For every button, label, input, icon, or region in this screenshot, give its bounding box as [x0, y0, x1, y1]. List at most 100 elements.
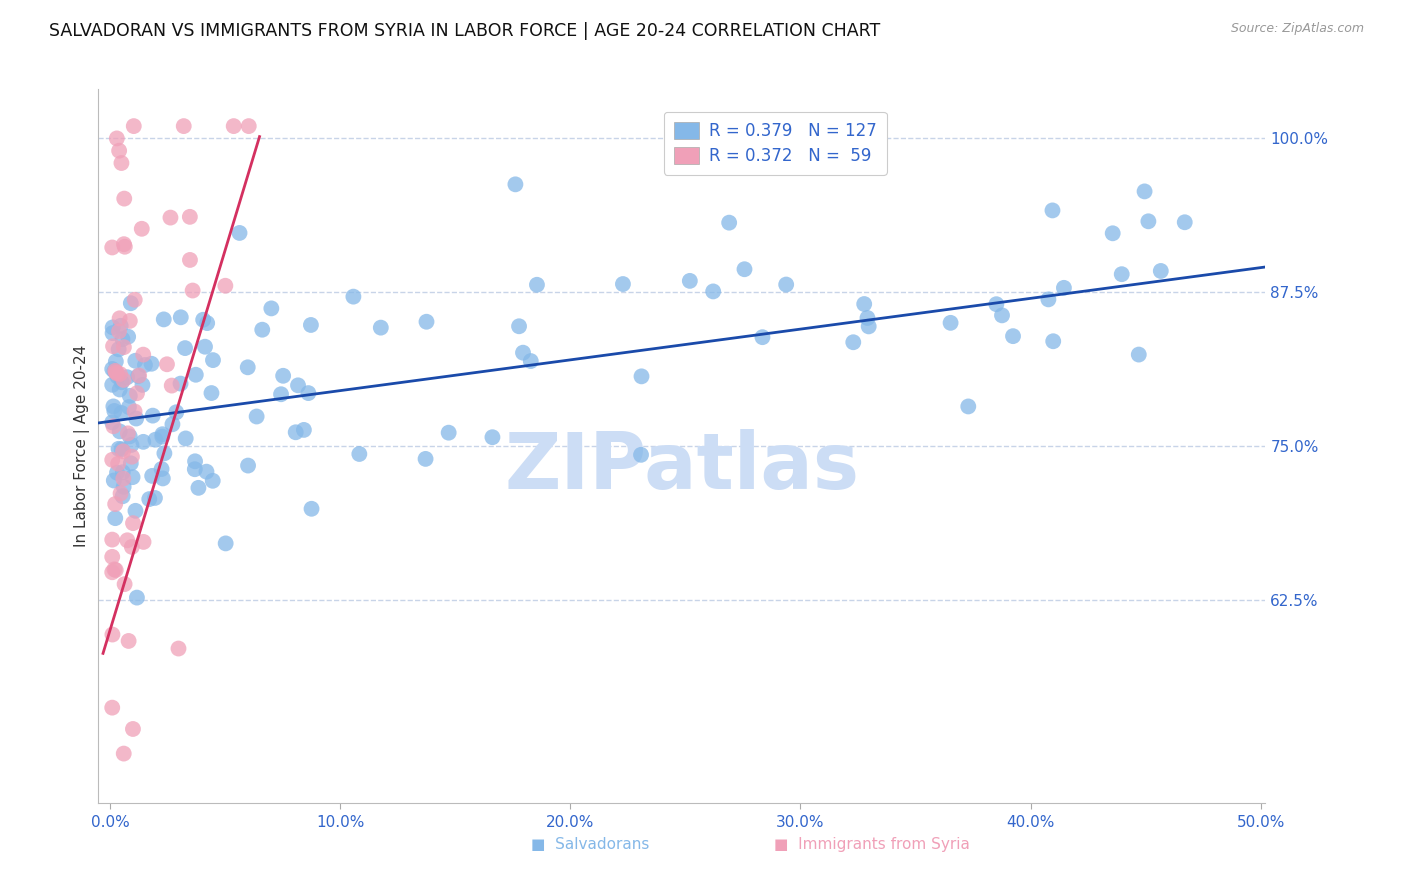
Point	[236, 458, 259, 473]
Point	[174, 432, 197, 446]
Point	[195, 465, 218, 479]
Point	[110, 406, 132, 420]
Point	[120, 296, 142, 310]
Point	[111, 332, 134, 346]
Point	[167, 641, 190, 656]
Point	[134, 358, 156, 372]
Y-axis label: In Labor Force | Age 20-24: In Labor Force | Age 20-24	[75, 345, 90, 547]
Point	[124, 353, 146, 368]
Point	[152, 427, 174, 442]
Point	[121, 540, 143, 554]
Point	[179, 252, 201, 267]
Point	[121, 450, 143, 464]
Point	[108, 144, 131, 158]
Point	[143, 491, 166, 505]
Point	[101, 240, 124, 254]
Point	[1174, 215, 1197, 229]
Point	[104, 497, 127, 511]
Point	[114, 240, 136, 254]
Point	[679, 274, 702, 288]
Point	[252, 323, 274, 337]
Point	[118, 389, 141, 403]
Point	[101, 627, 124, 641]
Point	[108, 325, 131, 339]
Point	[145, 433, 167, 447]
Point	[284, 425, 307, 440]
Point	[505, 178, 527, 192]
Point	[108, 425, 131, 439]
Point	[508, 319, 530, 334]
Point	[297, 386, 319, 401]
Point	[299, 318, 322, 332]
Point	[184, 462, 207, 476]
Point	[132, 434, 155, 449]
Point	[481, 430, 503, 444]
Point	[842, 335, 865, 350]
Point	[630, 448, 652, 462]
Point	[121, 470, 143, 484]
Point	[184, 454, 207, 468]
Point	[236, 360, 259, 375]
Legend: R = 0.379   N = 127, R = 0.372   N =  59: R = 0.379 N = 127, R = 0.372 N = 59	[664, 112, 887, 175]
Point	[104, 364, 127, 378]
Point	[112, 444, 135, 458]
Point	[110, 442, 132, 457]
Point	[103, 404, 125, 418]
Point	[107, 369, 129, 384]
Point	[228, 226, 250, 240]
Point	[165, 405, 187, 419]
Point	[193, 312, 215, 326]
Point	[187, 481, 209, 495]
Text: ■  Salvadorans: ■ Salvadorans	[531, 837, 650, 852]
Point	[170, 310, 193, 325]
Point	[111, 376, 134, 390]
Point	[124, 404, 146, 418]
Point	[117, 634, 139, 648]
Point	[1002, 329, 1025, 343]
Point	[169, 376, 191, 391]
Point	[718, 216, 741, 230]
Point	[1111, 267, 1133, 281]
Point	[370, 320, 392, 334]
Point	[105, 466, 128, 480]
Point	[260, 301, 283, 316]
Point	[101, 320, 124, 334]
Point	[112, 237, 135, 252]
Point	[1128, 348, 1150, 362]
Point	[142, 409, 165, 423]
Point	[112, 373, 135, 387]
Point	[246, 409, 269, 424]
Point	[415, 315, 437, 329]
Point	[120, 456, 142, 470]
Point	[104, 511, 127, 525]
Point	[173, 119, 195, 133]
Point	[107, 343, 129, 357]
Point	[132, 535, 155, 549]
Point	[108, 383, 131, 397]
Point	[1133, 185, 1156, 199]
Point	[751, 330, 773, 344]
Point	[775, 277, 797, 292]
Point	[132, 348, 155, 362]
Point	[122, 722, 145, 736]
Point	[112, 747, 135, 761]
Point	[101, 566, 124, 580]
Point	[101, 549, 124, 564]
Point	[127, 368, 149, 383]
Point	[110, 318, 132, 333]
Point	[271, 368, 294, 383]
Point	[1101, 227, 1123, 241]
Point	[214, 536, 236, 550]
Point	[108, 311, 131, 326]
Point	[222, 119, 245, 133]
Point	[238, 119, 260, 133]
Point	[1150, 264, 1173, 278]
Point	[101, 326, 124, 340]
Point	[117, 329, 139, 343]
Point	[101, 533, 124, 547]
Point	[117, 533, 139, 548]
Point	[174, 341, 197, 355]
Point	[101, 453, 124, 467]
Point	[734, 262, 756, 277]
Point	[112, 340, 135, 354]
